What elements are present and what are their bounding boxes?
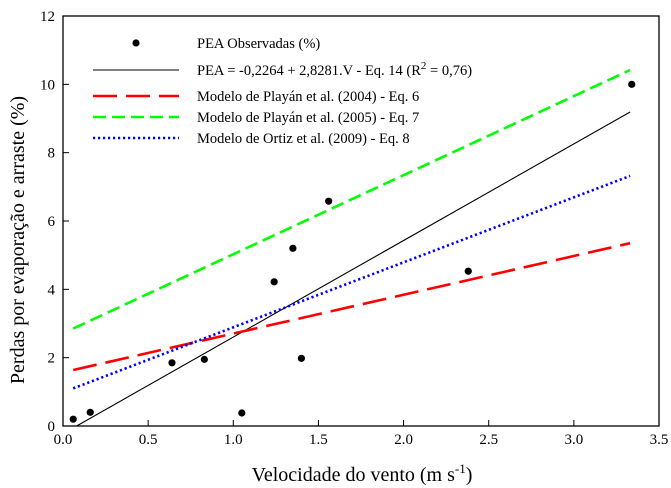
- x-tick-label: 1.5: [309, 432, 328, 448]
- y-tick-label: 8: [48, 146, 56, 162]
- legend-label-1: PEA = -0,2264 + 2,8281.V - Eq. 14 (R2 = …: [197, 60, 472, 79]
- data-point: [168, 359, 176, 367]
- data-point: [464, 267, 472, 275]
- legend-label-4: Modelo de Ortiz et al. (2009) - Eq. 8: [197, 131, 410, 147]
- x-tick-label: 1.0: [224, 432, 243, 448]
- data-point: [297, 354, 305, 362]
- legend-marker-points: [132, 39, 140, 47]
- legend-label-points: PEA Observadas (%): [197, 36, 320, 52]
- x-axis-label-sup: -1: [455, 461, 466, 476]
- series-line-2: [72, 241, 631, 372]
- data-point: [628, 80, 636, 88]
- data-point: [238, 409, 246, 417]
- x-tick-label: 2.5: [479, 432, 498, 448]
- x-tick-label: 0.0: [54, 432, 73, 448]
- x-axis-label-end: ): [466, 464, 473, 486]
- y-tick-label: 6: [48, 214, 56, 230]
- y-tick-label: 10: [40, 77, 55, 93]
- y-tick-label: 2: [48, 351, 56, 367]
- legend-label-3: Modelo de Playán et al. (2005) - Eq. 7: [197, 110, 419, 126]
- y-axis-label: Perdas por evaporação e arraste (%): [7, 96, 29, 384]
- data-point: [69, 415, 77, 423]
- data-point: [325, 197, 333, 205]
- data-point: [86, 408, 94, 416]
- x-tick-label: 2.0: [394, 432, 413, 448]
- data-point: [289, 244, 297, 252]
- y-tick-label: 0: [48, 419, 56, 435]
- x-tick-label: 3.5: [650, 432, 669, 448]
- x-tick-label: 0.5: [139, 432, 158, 448]
- x-tick-label: 3.0: [564, 432, 583, 448]
- legend-label-2: Modelo de Playán et al. (2004) - Eq. 6: [197, 89, 419, 105]
- x-axis-label: Velocidade do vento (m s-1): [252, 461, 473, 486]
- series-line-4: [72, 174, 631, 390]
- data-point: [200, 355, 208, 363]
- y-tick-label: 4: [48, 282, 56, 298]
- data-point: [270, 278, 278, 286]
- series-line-3: [72, 68, 631, 330]
- y-tick-label: 12: [40, 9, 55, 25]
- series-line-1: [76, 111, 631, 427]
- x-axis-label-main: Velocidade do vento (m s: [252, 464, 455, 486]
